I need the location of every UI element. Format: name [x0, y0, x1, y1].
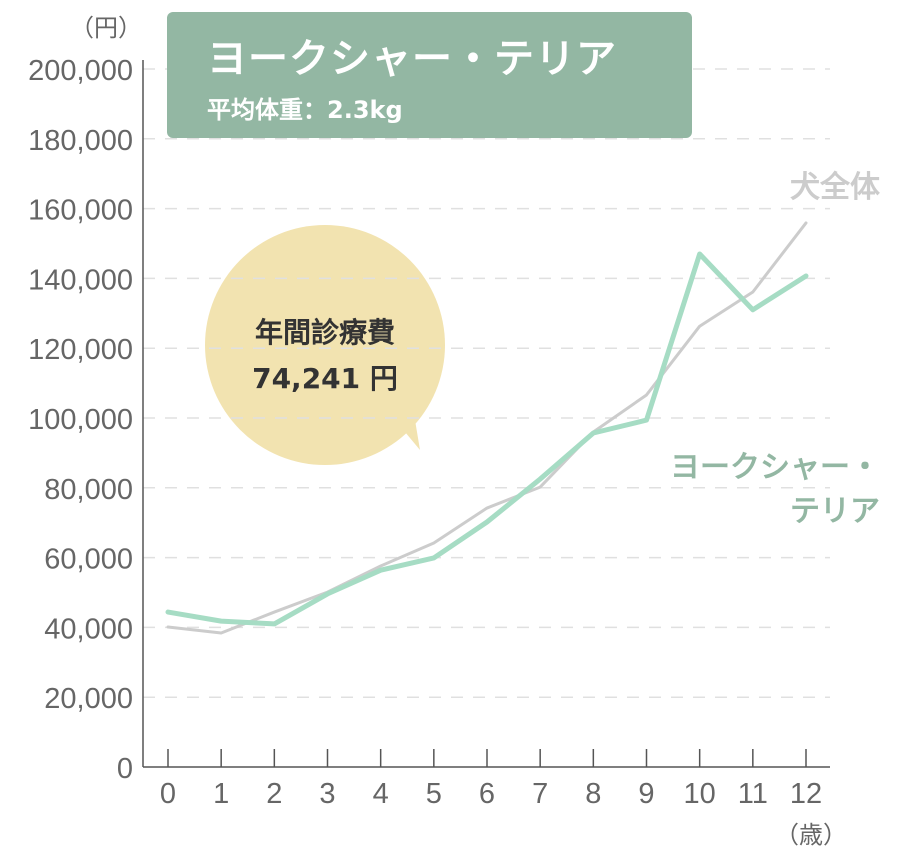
- data-point: [805, 275, 807, 277]
- y-tick-label: 60,000: [44, 544, 133, 576]
- callout-value: 74,241 円: [252, 362, 398, 395]
- data-point: [273, 623, 275, 625]
- data-point: [273, 611, 275, 613]
- data-point: [167, 611, 169, 613]
- x-tick-label: 11: [738, 778, 768, 810]
- data-point: [699, 253, 701, 255]
- x-tick-label: 4: [373, 778, 389, 810]
- x-tick-label: 2: [266, 778, 282, 810]
- callout-text: 年間診療費 74,241 円: [205, 310, 445, 402]
- y-axis-unit: （円）: [70, 14, 142, 42]
- y-tick-label: 0: [117, 753, 133, 785]
- series-label-yorkie: テリア: [790, 494, 880, 529]
- y-tick-label: 120,000: [28, 334, 133, 366]
- series-label-yorkie: ヨークシャー・: [670, 450, 880, 485]
- title-box: ヨークシャー・テリア 平均体重：2.3kg: [167, 12, 692, 138]
- data-point: [646, 394, 647, 396]
- data-point: [380, 565, 382, 567]
- x-tick-label: 10: [684, 778, 716, 810]
- y-tick-label: 20,000: [44, 683, 133, 715]
- chart-subtitle: 平均体重：2.3kg: [207, 96, 403, 124]
- callout-label: 年間診療費: [254, 316, 395, 349]
- callout-bubble: [205, 225, 445, 465]
- x-tick-label: 12: [790, 778, 822, 810]
- callout-tail: [395, 390, 420, 450]
- data-point: [433, 542, 435, 544]
- series-label-all-dogs: 犬全体: [790, 170, 881, 205]
- data-point: [220, 620, 222, 622]
- data-point: [539, 478, 541, 480]
- y-tick-label: 100,000: [28, 404, 133, 436]
- chart-title: ヨークシャー・テリア: [207, 36, 617, 82]
- data-point: [220, 632, 222, 634]
- data-point: [646, 419, 647, 421]
- data-point: [380, 569, 382, 571]
- data-point: [433, 557, 435, 559]
- data-point: [592, 432, 594, 434]
- x-tick-label: 9: [638, 778, 654, 810]
- x-tick-label: 0: [160, 778, 176, 810]
- x-tick-label: 1: [213, 778, 229, 810]
- data-point: [486, 521, 488, 523]
- y-tick-label: 80,000: [44, 474, 133, 506]
- data-point: [805, 222, 807, 224]
- data-point: [327, 593, 328, 595]
- x-tick-label: 3: [319, 778, 335, 810]
- data-point: [699, 325, 701, 327]
- x-axis-unit: （歳）: [775, 821, 847, 849]
- y-tick-label: 180,000: [28, 125, 133, 157]
- x-tick-label: 7: [532, 778, 548, 810]
- y-tick-label: 200,000: [28, 55, 133, 87]
- data-point: [752, 291, 754, 293]
- y-tick-label: 160,000: [28, 195, 133, 227]
- x-tick-label: 8: [585, 778, 601, 810]
- y-tick-label: 140,000: [28, 264, 133, 296]
- data-point: [486, 507, 488, 509]
- x-tick-label: 6: [479, 778, 495, 810]
- data-point: [167, 626, 169, 628]
- data-point: [539, 486, 541, 488]
- data-point: [752, 309, 754, 311]
- y-tick-label: 40,000: [44, 613, 133, 645]
- x-tick-label: 5: [426, 778, 442, 810]
